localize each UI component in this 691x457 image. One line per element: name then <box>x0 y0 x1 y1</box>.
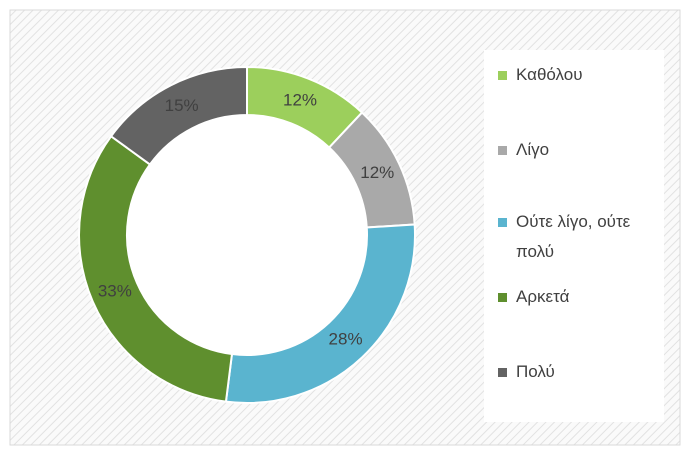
legend-label: Καθόλου <box>516 65 583 84</box>
legend-label: Αρκετά <box>516 287 570 306</box>
legend-swatch <box>498 293 507 302</box>
legend-item: Λίγο <box>498 135 666 165</box>
legend-label: Πολύ <box>516 362 555 381</box>
data-label: 15% <box>165 96 199 115</box>
data-label: 12% <box>360 163 394 182</box>
legend: Καθόλου Λίγο Ούτε λίγο, ούτε πολύ Αρκετά Πολ… <box>484 50 664 422</box>
legend-label: Ούτε λίγο, ούτε πολύ <box>516 212 631 261</box>
legend-swatch <box>498 71 507 80</box>
data-label: 28% <box>329 329 363 348</box>
legend-item: Πολύ <box>498 357 666 387</box>
legend-swatch <box>498 146 507 155</box>
legend-swatch <box>498 218 507 227</box>
donut-hole <box>127 115 367 355</box>
legend-label: Λίγο <box>516 140 550 159</box>
legend-item: Ούτε λίγο, ούτε πολύ <box>498 207 666 267</box>
legend-item: Αρκετά <box>498 282 666 312</box>
data-label: 12% <box>283 91 317 110</box>
legend-item: Καθόλου <box>498 60 666 90</box>
data-label: 33% <box>98 282 132 301</box>
legend-swatch <box>498 368 507 377</box>
